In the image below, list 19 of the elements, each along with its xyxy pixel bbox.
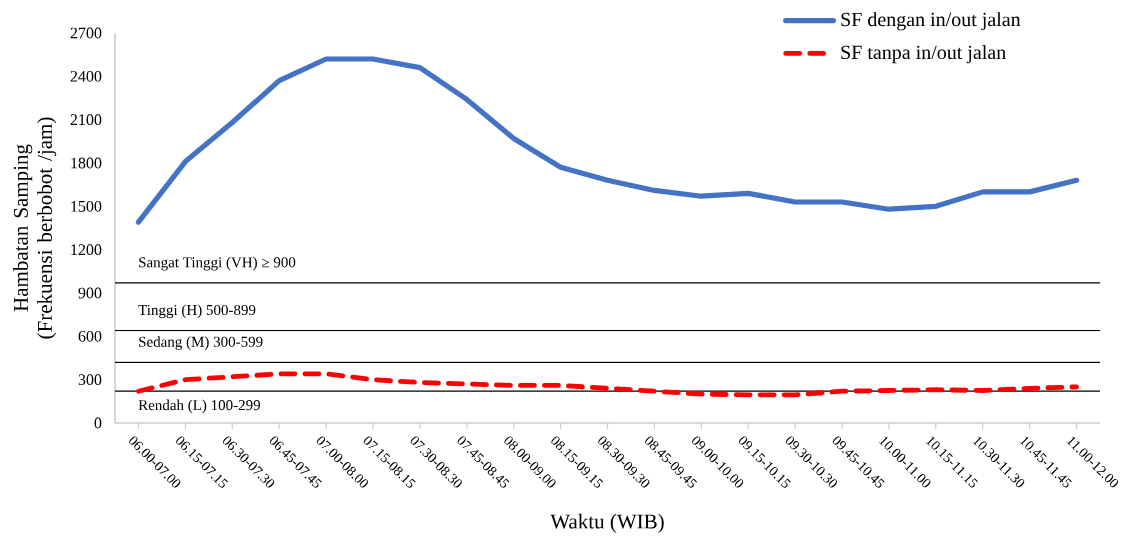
y-tick-label: 2700 [70, 27, 102, 39]
x-axis-title: Waktu (WIB) [550, 513, 664, 533]
y-tick-label: 900 [78, 287, 102, 299]
legend-label: SF dengan in/out jalan [841, 12, 1021, 31]
y-tick-label: 1500 [71, 200, 102, 212]
y-tick-label: 300 [78, 374, 102, 386]
y-tick-label: 1800 [71, 157, 102, 169]
y-tick-label: 0 [94, 417, 102, 429]
legend-label: SF tanpa in/out jalan [841, 45, 1006, 64]
y-tick-label: 600 [78, 330, 102, 342]
y-tick-label: 2100 [70, 114, 102, 126]
line-series [136, 371, 1079, 398]
ref-line-label: Rendah (L) 100-299 [138, 399, 260, 414]
y-tick-label: 1200 [71, 244, 102, 256]
y-tick-label: 2400 [70, 70, 102, 82]
ref-line-label: Sedang (M) 300-599 [139, 336, 263, 350]
ref-line-label: Sangat Tinggi (VH) ≥ 900 [139, 256, 296, 271]
ref-line-label: Tinggi (H) 500-899 [138, 304, 256, 319]
y-axis-title: Hambatan Samping (Frekuensi berbobot /jam) [13, 117, 57, 339]
